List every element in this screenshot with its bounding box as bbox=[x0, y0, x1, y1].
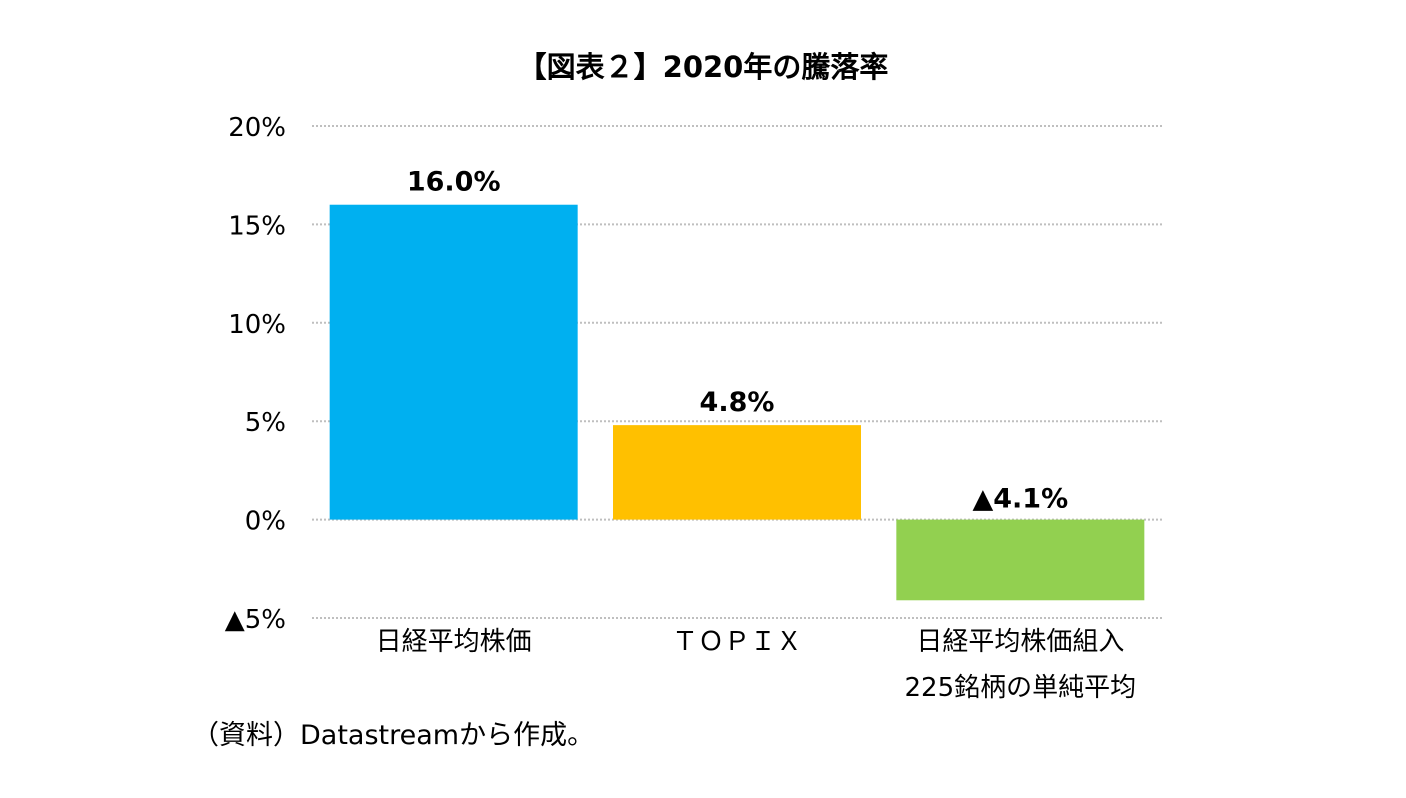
data-labels: 16.0% 4.8% ▲4.1% bbox=[407, 167, 1068, 515]
category-labels: 日経平均株価 ＴＯＰＩＸ 日経平均株価組入 225銘柄の単純平均 bbox=[376, 627, 1136, 703]
y-tick-label: 20% bbox=[228, 113, 286, 143]
category-label: 225銘柄の単純平均 bbox=[905, 673, 1137, 703]
chart-title: 【図表２】2020年の騰落率 bbox=[517, 50, 889, 84]
y-tick-label: 15% bbox=[228, 211, 286, 241]
y-tick-label: 5% bbox=[245, 408, 286, 438]
y-axis-tick-labels: 20% 15% 10% 5% 0% ▲5% bbox=[225, 113, 286, 635]
bars bbox=[329, 204, 1145, 601]
data-label: 16.0% bbox=[407, 167, 501, 198]
data-label: ▲4.1% bbox=[973, 484, 1069, 515]
y-tick-label: 0% bbox=[245, 507, 286, 537]
bar bbox=[329, 204, 578, 520]
category-label: 日経平均株価組入 bbox=[916, 627, 1124, 657]
data-label: 4.8% bbox=[700, 387, 775, 418]
category-label: 日経平均株価 bbox=[376, 627, 532, 657]
y-tick-label: ▲5% bbox=[225, 605, 286, 635]
bar bbox=[613, 425, 861, 520]
category-label: ＴＯＰＩＸ bbox=[672, 627, 802, 657]
bar bbox=[896, 519, 1145, 601]
source-note: （資料）Datastreamから作成。 bbox=[192, 720, 595, 751]
y-tick-label: 10% bbox=[228, 310, 286, 340]
